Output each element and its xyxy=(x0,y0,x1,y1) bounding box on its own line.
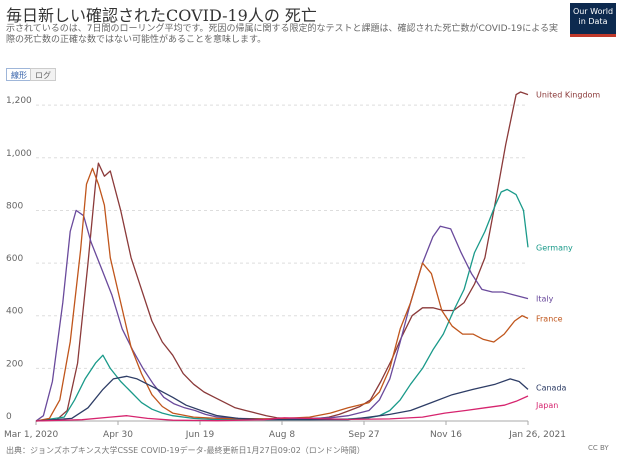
logo-line-1: Our World xyxy=(572,7,614,16)
series-line-germany xyxy=(35,188,529,422)
x-tick-label-0: Mar 1, 2020 xyxy=(4,430,58,440)
y-tick-label-5: 1,000 xyxy=(6,149,32,159)
series-line-canada xyxy=(35,375,529,422)
y-tick-label-2: 400 xyxy=(6,307,23,317)
y-tick-label-1: 200 xyxy=(6,359,23,369)
x-tick-label-1: Apr 30 xyxy=(103,430,133,440)
series-label-italy: Italy xyxy=(536,295,554,304)
chart-subtitle: 示されているのは、7日間のローリング平均です。死因の帰属に関する限定的なテストと… xyxy=(6,24,558,45)
y-tick-label-4: 800 xyxy=(6,201,23,211)
owid-logo[interactable]: Our World in Data xyxy=(570,3,616,37)
x-tick-label-3: Aug 8 xyxy=(269,430,295,440)
y-tick-label-6: 1,200 xyxy=(6,96,32,106)
chart-title: 毎日新しい確認されたCOVID-19人の 死亡 xyxy=(6,6,317,25)
license-link[interactable]: CC BY xyxy=(588,444,609,452)
series-line-japan xyxy=(35,395,529,422)
log-scale-toggle[interactable]: ログ xyxy=(30,68,56,81)
series-label-japan: Japan xyxy=(535,401,558,410)
series-line-france xyxy=(35,167,529,422)
series-label-germany: Germany xyxy=(536,243,573,252)
series-label-canada: Canada xyxy=(536,383,567,392)
logo-line-2: in Data xyxy=(578,17,608,26)
x-tick-label-2: Jun 19 xyxy=(185,430,215,440)
x-tick-label-4: Sep 27 xyxy=(348,430,379,440)
series-label-united-kingdom: United Kingdom xyxy=(536,91,600,100)
series-label-france: France xyxy=(536,314,563,323)
source-note: 出典：ジョンズホプキンス大学CSSE COVID-19データ-最終更新日1月27… xyxy=(6,446,365,455)
x-tick-label-6: Jan 26, 2021 xyxy=(508,430,566,440)
x-tick-label-5: Nov 16 xyxy=(430,430,462,440)
y-tick-label-3: 600 xyxy=(6,254,23,264)
y-tick-label-0: 0 xyxy=(6,412,12,422)
